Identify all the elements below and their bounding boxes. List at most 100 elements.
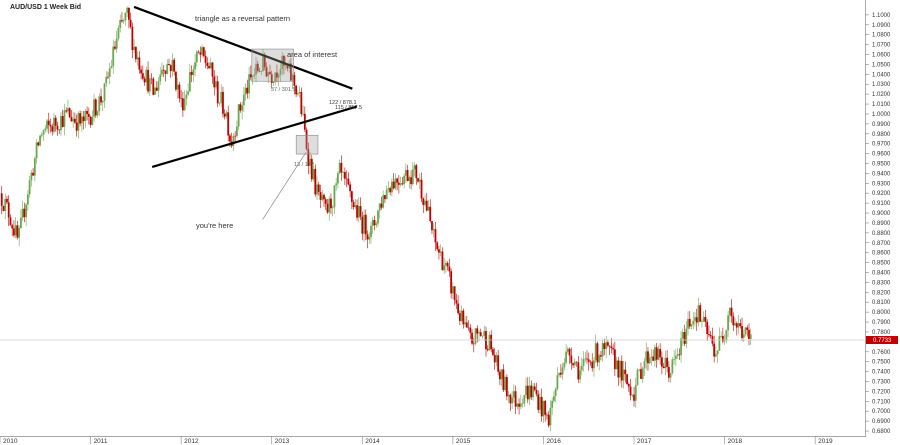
candle-body (539, 397, 541, 410)
candle-body (429, 206, 432, 222)
price-tag-label: 0.7733 (873, 338, 892, 344)
candle-body (626, 374, 628, 385)
candle-body (101, 100, 104, 103)
triangle-upper-line[interactable] (133, 5, 353, 90)
candle-body (699, 305, 702, 322)
candle-body (51, 126, 54, 132)
y-tick-label: 1.0600 (872, 53, 891, 59)
candle-body (84, 110, 87, 122)
candle-body (37, 142, 40, 146)
candle-body (4, 198, 7, 211)
candle-body (418, 179, 421, 182)
candle-body (521, 403, 524, 405)
candle-body (424, 200, 426, 205)
candle-body (401, 183, 404, 185)
candle-body (223, 113, 226, 117)
candle-body (53, 117, 55, 132)
candle-body (70, 117, 73, 122)
candle-body (262, 54, 264, 72)
candle-body (608, 345, 611, 347)
y-tick-label: 0.8100 (872, 300, 891, 306)
candle-body (499, 371, 501, 380)
candle-body (112, 46, 115, 67)
candle-body (204, 55, 207, 63)
pointer-line[interactable] (262, 151, 307, 220)
candle-body (309, 158, 311, 166)
candle-body (490, 334, 493, 350)
candle-body (300, 91, 303, 115)
candle-body (582, 359, 585, 366)
candle-body (464, 322, 466, 325)
candle-body (145, 69, 148, 83)
candle-body (620, 360, 623, 381)
candle-body (687, 318, 689, 329)
candle-body (678, 354, 681, 356)
candle-body (185, 94, 188, 99)
candle-body (317, 184, 320, 192)
candle-body (594, 343, 597, 361)
candle-body (370, 225, 372, 237)
candle-body (613, 349, 616, 370)
candle-body (411, 169, 414, 185)
y-tick-label: 1.0000 (872, 112, 891, 118)
y-tick-label: 0.6800 (872, 429, 891, 435)
area-of-interest-box[interactable] (251, 48, 294, 82)
candle-body (586, 358, 588, 360)
current-zone-box[interactable] (295, 134, 319, 155)
candle-body (73, 118, 76, 123)
y-tick-label: 0.9800 (872, 132, 891, 138)
candle-body (385, 189, 388, 200)
candle-body (194, 62, 196, 70)
candle-body (350, 191, 353, 202)
candle-body (166, 64, 169, 74)
candle-body (641, 368, 644, 379)
candle-body (619, 360, 621, 378)
candle-body (359, 205, 362, 217)
candle-body (302, 113, 304, 115)
candle-body (629, 386, 632, 396)
candle-body (742, 334, 745, 338)
candle-body (645, 351, 648, 362)
candle-body (462, 310, 465, 325)
candle-body (587, 359, 590, 362)
candle-body (728, 307, 731, 316)
candle-body (108, 68, 111, 77)
y-tick-label: 1.0700 (872, 43, 891, 49)
candle-body (720, 335, 723, 337)
candle-body (403, 175, 406, 185)
candle-body (335, 183, 338, 186)
candle-body (734, 323, 736, 326)
candle-body (396, 178, 399, 183)
y-tick-label: 1.0900 (872, 23, 891, 29)
candle-body (263, 54, 266, 68)
candle-body (342, 172, 345, 173)
y-tick-label: 0.7000 (872, 409, 891, 415)
candle-body (206, 62, 209, 66)
candle-body (716, 350, 719, 355)
candle-body (211, 62, 214, 77)
candle-body (201, 47, 203, 55)
y-tick-label: 0.8600 (872, 251, 891, 257)
candle-body (674, 355, 677, 360)
candle-body (202, 47, 205, 56)
candle-body (208, 65, 210, 69)
candle-body (63, 110, 66, 127)
candle-body (124, 12, 127, 21)
candle-body (493, 354, 496, 363)
candle-body (420, 179, 423, 199)
candle-body (75, 122, 78, 131)
candle-body (241, 105, 244, 111)
candle-body (47, 120, 50, 125)
candle-body (220, 91, 223, 104)
candle-body (519, 403, 522, 407)
candle-body (436, 242, 439, 250)
candle-body (488, 334, 491, 351)
candle-body (737, 323, 740, 328)
candle-body (563, 362, 566, 368)
y-tick-label: 1.0200 (872, 92, 891, 98)
triangle-lower-line[interactable] (151, 105, 358, 169)
candle-body (195, 51, 198, 63)
candle-body (556, 375, 559, 390)
candle-body (155, 87, 158, 91)
